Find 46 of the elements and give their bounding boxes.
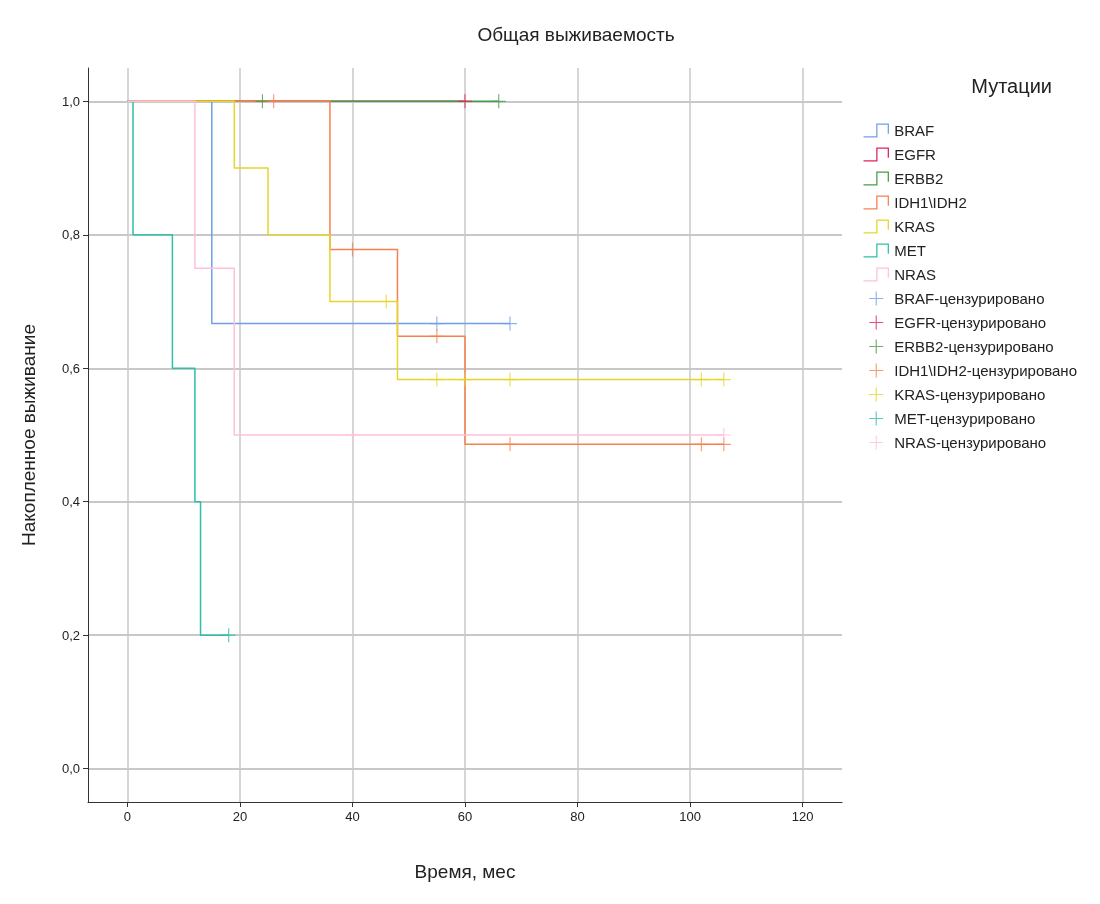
y-tick-label: 0,8 [61, 227, 80, 243]
y-tick-label: 0,6 [61, 360, 80, 376]
legend-label: NRAS-цензурировано [894, 434, 1047, 451]
legend-label: BRAF [894, 122, 935, 139]
point [694, 437, 709, 452]
point [266, 94, 281, 109]
point [429, 329, 444, 344]
legend-label: KRAS [894, 218, 936, 235]
point [429, 372, 444, 387]
legend-label: ERBB2-цензурировано [894, 338, 1054, 355]
x-axis-title: Время, мес [414, 861, 516, 882]
point [716, 428, 731, 442]
legend-title: Мутации [971, 75, 1053, 97]
x-tick-label: 40 [345, 809, 360, 824]
point [503, 372, 518, 387]
legend-label: IDH1\IDH2-цензурировано [894, 362, 1078, 379]
x-tick-label: 100 [679, 809, 701, 824]
legend-label: NRAS [894, 266, 936, 283]
y-tick-label: 0,2 [61, 627, 80, 643]
legend-label: ERBB2 [894, 170, 944, 187]
legend-label: EGFR [894, 146, 937, 163]
x-tick-label: 120 [791, 809, 814, 824]
legend-label: KRAS-цензурировано [894, 386, 1046, 403]
point [458, 94, 472, 109]
legend-label: EGFR-цензурировано [894, 314, 1047, 331]
point [716, 372, 731, 387]
point [503, 316, 518, 331]
legend-label: BRAF-цензурировано [894, 290, 1045, 307]
x-tick-label: 60 [457, 809, 473, 824]
x-tick-label: 0 [123, 809, 132, 824]
y-tick-label: 1,0 [61, 93, 80, 109]
point [458, 372, 472, 387]
y-axis-title: Накопленное выживание [18, 324, 39, 546]
point [491, 94, 506, 109]
legend-label: MET [894, 242, 926, 259]
x-tick-label: 80 [570, 809, 585, 824]
x-tick-label: 20 [232, 809, 248, 824]
point [345, 428, 360, 442]
y-tick-label: 0,0 [61, 761, 80, 777]
point [221, 628, 236, 643]
legend-label: MET-цензурировано [894, 410, 1036, 427]
point [694, 372, 709, 387]
legend-label: IDH1\IDH2 [894, 194, 967, 211]
point [503, 437, 518, 452]
y-tick-label: 0,4 [61, 494, 80, 510]
chart-title: Общая выживаемость [477, 24, 675, 45]
